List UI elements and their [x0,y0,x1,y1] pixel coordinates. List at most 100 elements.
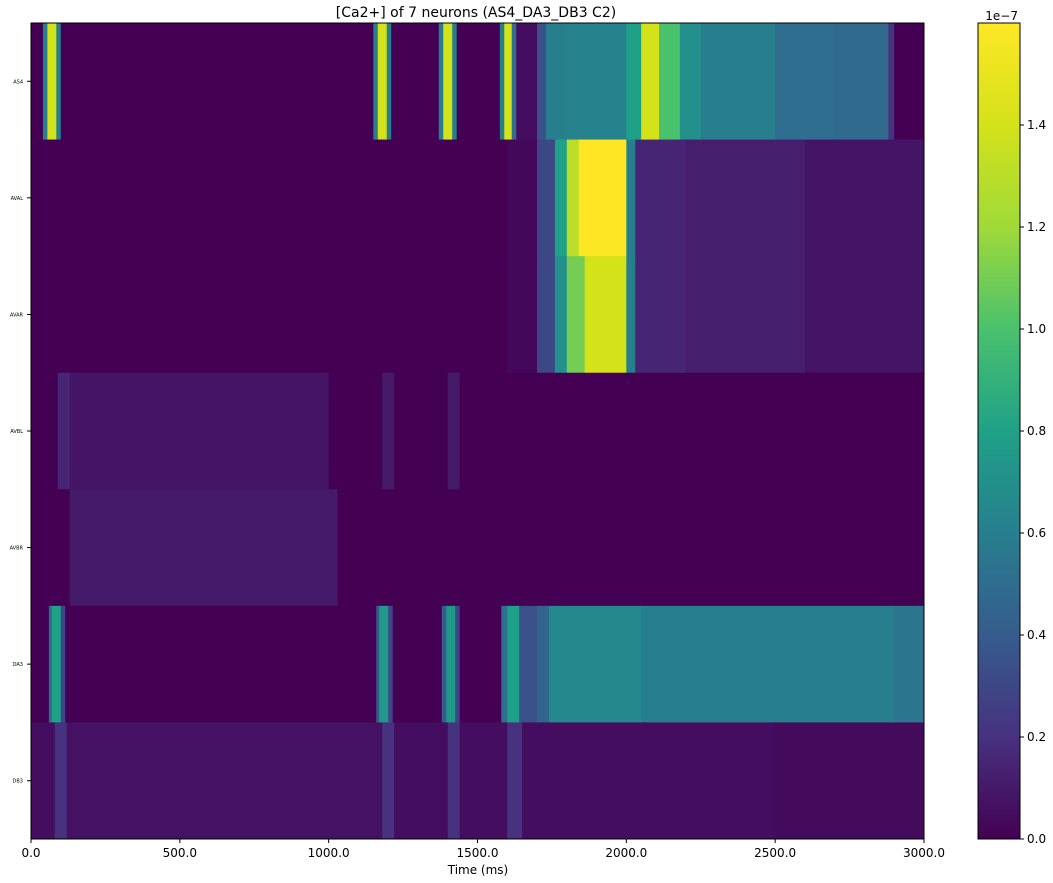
heatmap-cell [441,605,447,723]
heatmap-cell [635,139,687,257]
heatmap-cell [804,256,925,374]
heatmap-cell [379,605,389,723]
heatmap-cell [545,23,568,140]
y-tick-label: DB3 [13,779,23,785]
heatmap-cell [659,23,681,140]
y-tick-label: AVAL [11,196,24,202]
heatmap-cell [328,372,383,490]
heatmap-cell [65,605,377,723]
heatmap-cell [392,605,443,723]
heatmap-cell [455,605,461,723]
heatmap-cell [511,23,517,140]
heatmap-cell [685,256,806,374]
heatmap-cell [685,139,806,257]
colorbar-tick-label: 0.6 [1027,526,1046,540]
heatmap-row-avbl [31,372,925,490]
heatmap-cell [504,23,513,140]
y-tick-label: AVAR [10,312,24,318]
heatmap-cell [69,489,338,607]
heatmap-cell [452,23,458,140]
heatmap-cell [31,372,59,490]
colorbar-tick-label: 1.4 [1027,118,1046,132]
heatmap-cell [507,722,523,840]
heatmap-cell [54,722,68,840]
heatmap-area [31,23,925,840]
heatmap-cell [459,722,508,840]
heatmap-cell [443,23,453,140]
heatmap-cell [446,605,456,723]
heatmap-cell [626,139,636,257]
heatmap-cell [537,139,556,257]
heatmap-cell [641,23,660,140]
heatmap-cell [537,23,547,140]
x-tick-label: 1500.0 [457,846,499,860]
x-tick-label: 2000.0 [605,846,647,860]
heatmap-cell [382,722,395,840]
heatmap-cell [377,23,388,140]
heatmap-cell [447,372,461,490]
heatmap-cell [386,23,392,140]
heatmap-cell [679,23,702,140]
chart-title: [Ca2+] of 7 neurons (AS4_DA3_DB3 C2) [336,5,616,21]
heatmap-row-da3 [31,605,925,723]
colorbar-tick-label: 1.2 [1027,220,1046,234]
heatmap-cell [382,372,395,490]
heatmap-cell [554,256,568,374]
heatmap-cell [507,139,538,257]
heatmap-cell [626,23,642,140]
heatmap-cell [60,605,66,723]
colorbar-multiplier: 1e−7 [985,9,1018,23]
heatmap-cell [775,722,925,840]
colorbar-tick-label: 1.0 [1027,322,1046,336]
heatmap-cell [456,23,501,140]
heatmap-cell [584,256,627,374]
heatmap-cell [391,23,440,140]
heatmap-cell [57,372,71,490]
x-tick-label: 1000.0 [308,846,350,860]
heatmap-cell [700,23,776,140]
heatmap-cell [635,256,687,374]
heatmap-cell [69,372,330,490]
heatmap-cell [554,139,568,257]
heatmap-cell [31,139,508,257]
heatmap-cell [394,722,449,840]
colorbar-tick-label: 0.0 [1027,832,1046,846]
heatmap-cell [566,256,586,374]
heatmap-cell [834,23,889,140]
heatmap-cell [888,23,895,140]
x-tick-label: 500.0 [163,846,197,860]
heatmap-cell [376,605,380,723]
heatmap-cell [537,256,556,374]
heatmap-cell [48,605,53,723]
y-tick-label: DA3 [13,662,23,668]
heatmap-cell [373,23,379,140]
heatmap-cell [31,23,44,140]
x-tick-label: 2500.0 [754,846,796,860]
heatmap-cell [641,605,895,723]
heatmap-cell [388,605,394,723]
heatmap-cell [394,372,449,490]
colorbar-tick-label: 0.8 [1027,424,1046,438]
heatmap-cell [804,139,925,257]
x-tick-label: 3000.0 [903,846,945,860]
colorbar-tick-label: 0.4 [1027,628,1046,642]
heatmap-cell [566,23,627,140]
heatmap-cell [438,23,444,140]
heatmap-cell [56,23,62,140]
heatmap-cell [31,722,56,840]
heatmap-cell [775,23,836,140]
colorbar-axis: 0.0 0.2 0.4 0.6 0.8 1.0 1.2 1.4 [1020,118,1046,846]
heatmap-row-aval [31,139,925,257]
colorbar [977,22,1021,840]
heatmap-cell [459,605,502,723]
heatmap-cell [31,605,50,723]
y-tick-label: AS4 [13,79,23,85]
x-axis-label: Time (ms) [447,863,509,877]
y-axis: AS4 AVAL AVAR AVBL AVBR DA3 DB3 [10,79,31,785]
heatmap-cell [578,139,627,257]
heatmap-cell [548,605,642,723]
heatmap-cell [337,489,925,607]
heatmap-row-db3 [31,722,925,840]
heatmap-cell [522,722,776,840]
